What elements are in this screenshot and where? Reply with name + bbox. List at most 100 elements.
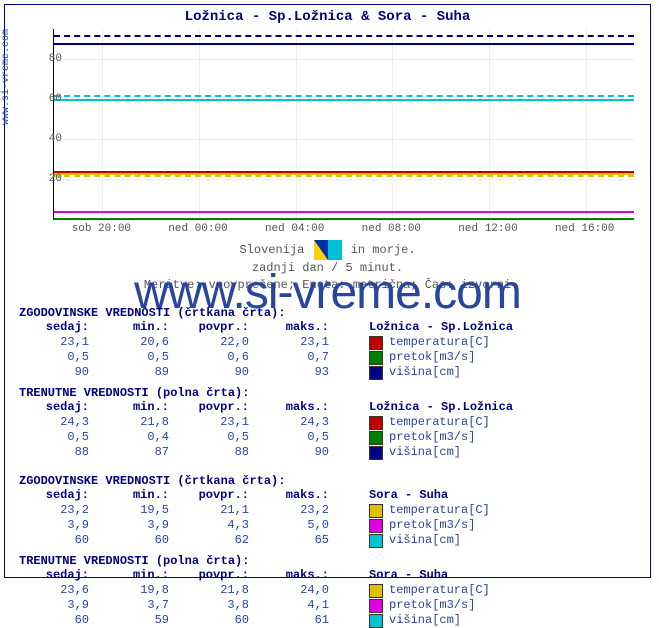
cell-value: 3,9 [19, 518, 99, 533]
caption-l2: zadnji dan / 5 minut. [252, 261, 403, 275]
cell-value: 3,9 [99, 518, 179, 533]
cell-value: 62 [179, 533, 259, 548]
color-swatch [369, 351, 383, 365]
grid-line-h [54, 59, 634, 60]
color-swatch [369, 519, 383, 533]
color-swatch [369, 599, 383, 613]
color-swatch [369, 534, 383, 548]
series-label: temperatura[C] [369, 583, 490, 598]
caption-l3: Meritve: vpovprečene; Enota: metrična; Č… [144, 278, 511, 292]
flag-icon [314, 240, 342, 260]
col-header: min.: [99, 320, 179, 335]
series-label-text: višina[cm] [389, 445, 461, 460]
cell-value: 93 [259, 365, 339, 380]
station-name: Sora - Suha [369, 568, 448, 583]
cell-value: 21,8 [179, 583, 259, 598]
cell-value: 3,9 [19, 598, 99, 613]
x-tick-label: ned 08:00 [362, 223, 421, 235]
series-line [54, 175, 634, 177]
cell-value: 23,2 [19, 503, 99, 518]
cell-value: 90 [179, 365, 259, 380]
cell-value: 0,5 [99, 350, 179, 365]
cell-value: 23,2 [259, 503, 339, 518]
cell-value: 0,6 [179, 350, 259, 365]
cell-value: 19,8 [99, 583, 179, 598]
series-label-text: višina[cm] [389, 365, 461, 380]
col-header: povpr.: [179, 400, 259, 415]
grid-line-v [296, 29, 297, 219]
cell-value: 88 [179, 445, 259, 460]
col-header: povpr.: [179, 488, 259, 503]
table-header-row: sedaj:min.:povpr.:maks.:Sora - Suha [19, 568, 639, 583]
color-swatch [369, 446, 383, 460]
series-line [54, 35, 634, 37]
table-row: 60596061višina[cm] [19, 613, 639, 628]
cell-value: 60 [19, 613, 99, 628]
cell-value: 21,8 [99, 415, 179, 430]
station-name: Ložnica - Sp.Ložnica [369, 320, 513, 335]
table-row: 23,219,521,123,2temperatura[C] [19, 503, 639, 518]
cell-value: 65 [259, 533, 339, 548]
series-label-text: temperatura[C] [389, 503, 490, 518]
series-line [54, 43, 634, 45]
data-tables: ZGODOVINSKE VREDNOSTI (črtkana črta): sed… [19, 300, 639, 628]
series-line [54, 99, 634, 101]
series-label: višina[cm] [369, 533, 461, 548]
series-label: višina[cm] [369, 365, 461, 380]
caption-l1b: in morje. [351, 243, 416, 257]
series-label-text: pretok[m3/s] [389, 518, 475, 533]
x-tick-label: ned 04:00 [265, 223, 324, 235]
cell-value: 23,1 [259, 335, 339, 350]
table-row: 88878890višina[cm] [19, 445, 639, 460]
col-header: min.: [99, 568, 179, 583]
x-tick-label: ned 00:00 [168, 223, 227, 235]
cell-value: 88 [19, 445, 99, 460]
series-label-text: pretok[m3/s] [389, 430, 475, 445]
y-tick-label: 40 [22, 133, 62, 145]
col-header: maks.: [259, 320, 339, 335]
series-label: temperatura[C] [369, 503, 490, 518]
section-head: ZGODOVINSKE VREDNOSTI (črtkana črta): [19, 306, 639, 320]
series-line [54, 95, 634, 97]
table-row: 60606265višina[cm] [19, 533, 639, 548]
col-header: sedaj: [19, 568, 99, 583]
cell-value: 60 [19, 533, 99, 548]
series-label: temperatura[C] [369, 415, 490, 430]
table-header-row: sedaj:min.:povpr.:maks.:Sora - Suha [19, 488, 639, 503]
color-swatch [369, 366, 383, 380]
series-label: pretok[m3/s] [369, 598, 475, 613]
series-line [54, 211, 634, 213]
chart-caption: Slovenija in morje. zadnji dan / 5 minut… [5, 240, 650, 294]
cell-value: 87 [99, 445, 179, 460]
col-header: min.: [99, 400, 179, 415]
table-header-row: sedaj:min.:povpr.:maks.:Ložnica - Sp.Lož… [19, 400, 639, 415]
x-tick-label: sob 20:00 [72, 223, 131, 235]
col-header: sedaj: [19, 488, 99, 503]
x-tick-label: ned 12:00 [458, 223, 517, 235]
grid-line-h [54, 179, 634, 180]
section-head: TRENUTNE VREDNOSTI (polna črta): [19, 554, 639, 568]
cell-value: 0,5 [259, 430, 339, 445]
cell-value: 0,4 [99, 430, 179, 445]
table-row: 24,321,823,124,3temperatura[C] [19, 415, 639, 430]
cell-value: 5,0 [259, 518, 339, 533]
cell-value: 0,5 [19, 430, 99, 445]
cell-value: 0,7 [259, 350, 339, 365]
table-row: 90899093višina[cm] [19, 365, 639, 380]
color-swatch [369, 431, 383, 445]
y-tick-label: 60 [22, 93, 62, 105]
caption-l1a: Slovenija [239, 243, 304, 257]
series-label: pretok[m3/s] [369, 350, 475, 365]
grid-line-h [54, 139, 634, 140]
y-tick-label: 20 [22, 173, 62, 185]
cell-value: 60 [99, 533, 179, 548]
col-header: maks.: [259, 568, 339, 583]
col-header: povpr.: [179, 320, 259, 335]
cell-value: 23,1 [19, 335, 99, 350]
station-name: Ložnica - Sp.Ložnica [369, 400, 513, 415]
series-label-text: višina[cm] [389, 613, 461, 628]
series-label: temperatura[C] [369, 335, 490, 350]
table-row: 0,50,50,60,7pretok[m3/s] [19, 350, 639, 365]
cell-value: 4,3 [179, 518, 259, 533]
table-row: 3,93,94,35,0pretok[m3/s] [19, 518, 639, 533]
